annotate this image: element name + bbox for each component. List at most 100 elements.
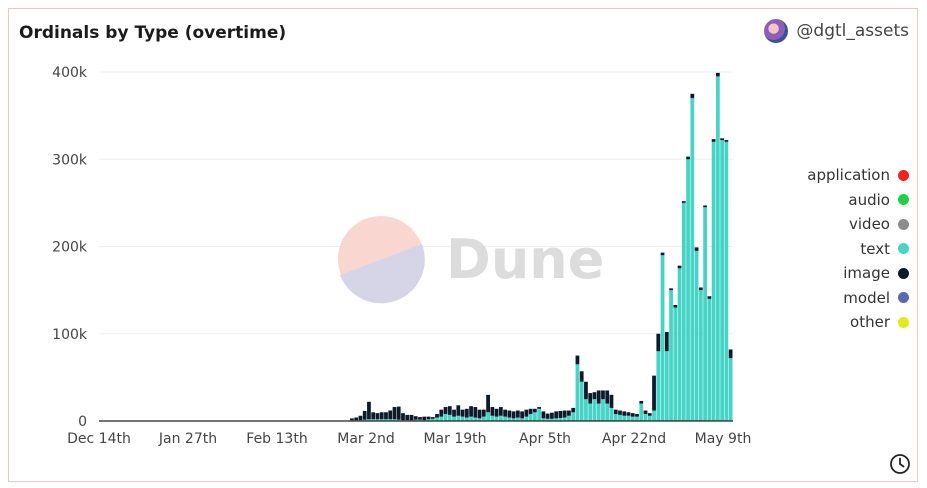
legend-item-image[interactable]: image xyxy=(769,261,909,286)
chart-title: Ordinals by Type (overtime) xyxy=(19,23,287,43)
watermark-text: Dune xyxy=(446,228,604,291)
bar-image xyxy=(584,381,588,400)
bar-text xyxy=(511,418,516,421)
bar-image xyxy=(490,407,495,416)
legend-item-application[interactable]: application xyxy=(769,163,909,188)
bar-image xyxy=(724,140,729,142)
y-tick-label: 400k xyxy=(52,65,88,81)
bar-image xyxy=(673,304,678,308)
bar-image xyxy=(473,407,478,418)
legend-label: text xyxy=(860,239,890,258)
legend-item-other[interactable]: other xyxy=(769,310,909,335)
bar-text xyxy=(494,416,499,421)
legend-swatch xyxy=(898,218,909,230)
bar-image xyxy=(647,413,652,416)
bar-image xyxy=(469,406,473,417)
bar-image xyxy=(396,406,401,420)
bar-image xyxy=(452,409,456,417)
bar-image xyxy=(703,205,707,208)
bar-image xyxy=(579,371,584,382)
legend-item-audio[interactable]: audio xyxy=(769,188,909,213)
bar-text xyxy=(537,408,542,421)
bar-image xyxy=(613,409,618,415)
bar-text xyxy=(660,255,665,421)
bars xyxy=(99,72,733,422)
bar-text xyxy=(498,415,503,421)
bar-image xyxy=(541,411,546,419)
bar-image xyxy=(728,349,733,359)
bar-image xyxy=(507,410,512,418)
bar-text xyxy=(375,419,380,421)
bar-image xyxy=(413,416,418,420)
avatar xyxy=(764,19,789,43)
bar-image xyxy=(354,417,359,421)
bar-image xyxy=(371,412,376,420)
legend-item-text[interactable]: text xyxy=(769,237,909,262)
bar-text xyxy=(545,418,550,421)
x-tick-label: Apr 5th xyxy=(519,431,571,447)
bar-text xyxy=(452,416,456,421)
legend-swatch xyxy=(898,169,909,181)
bar-text xyxy=(464,417,469,421)
legend-item-video[interactable]: video xyxy=(769,212,909,237)
bar-image xyxy=(643,410,648,415)
legend-label: application xyxy=(807,166,890,185)
bar-text xyxy=(413,419,418,421)
bar-image xyxy=(618,410,622,415)
bar-image xyxy=(660,252,665,256)
stacked-bar-chart: Dune 0 100k 200k 300k 400k Dec 14th Jan 27th F… xyxy=(52,65,751,447)
bar-text xyxy=(371,419,376,421)
bar-image xyxy=(596,390,601,404)
bar-text xyxy=(473,417,478,421)
bar-text xyxy=(575,364,580,421)
bar-image xyxy=(405,414,410,421)
bar-image xyxy=(435,414,439,418)
bar-image xyxy=(418,417,422,420)
bar-text xyxy=(379,419,384,421)
bar-text xyxy=(460,416,465,421)
bar-text xyxy=(579,381,584,421)
bar-text xyxy=(396,419,401,421)
bar-text xyxy=(469,416,473,421)
bar-image xyxy=(545,413,550,419)
bar-image xyxy=(622,411,627,416)
bar-image xyxy=(477,409,482,419)
legend-item-model[interactable]: model xyxy=(769,286,909,311)
legend-swatch xyxy=(898,316,909,328)
bar-text xyxy=(558,417,563,421)
bar-image xyxy=(652,375,656,411)
legend-label: image xyxy=(843,264,890,283)
bar-image xyxy=(630,413,635,417)
bar-image xyxy=(456,405,461,416)
bar-image xyxy=(422,416,427,421)
bar-image xyxy=(558,410,563,418)
bar-image xyxy=(639,400,644,404)
bar-text xyxy=(711,141,716,422)
bar-text xyxy=(588,403,593,421)
bar-image xyxy=(426,416,431,420)
bar-text xyxy=(630,416,635,421)
bar-image xyxy=(520,411,525,419)
legend-label: model xyxy=(843,288,890,307)
legend-swatch xyxy=(898,267,909,279)
y-tick-label: 0 xyxy=(78,414,87,430)
bar-image xyxy=(575,355,580,365)
bar-image xyxy=(656,333,661,352)
bar-text xyxy=(481,416,486,421)
bar-text xyxy=(384,419,388,421)
bar-text xyxy=(528,414,533,421)
bar-text xyxy=(388,419,393,421)
bar-image xyxy=(503,409,507,417)
bar-text xyxy=(601,399,605,421)
x-tick-label: Mar 19th xyxy=(423,431,486,447)
bar-text xyxy=(618,414,622,421)
clock-icon[interactable] xyxy=(889,453,911,475)
bar-image xyxy=(443,407,448,415)
bar-text xyxy=(486,412,490,421)
bar-text xyxy=(571,412,576,421)
bar-text xyxy=(635,416,639,421)
bar-image xyxy=(367,401,371,420)
bar-image xyxy=(494,408,499,417)
x-tick-label: Jan 27th xyxy=(158,431,217,447)
author-badge[interactable]: @dgtl_assets xyxy=(764,19,909,43)
